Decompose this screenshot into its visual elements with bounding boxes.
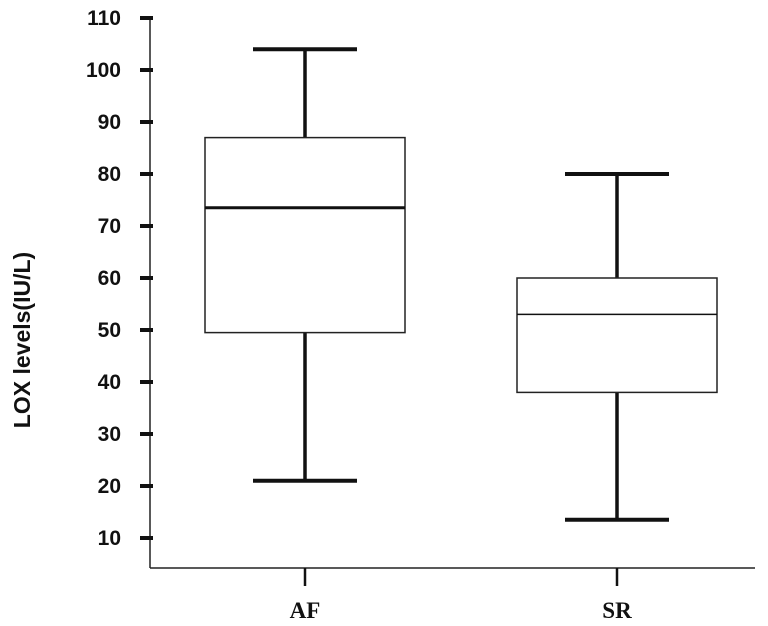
y-axis-title: LOX levels(IU/L) bbox=[9, 252, 35, 428]
y-tick-label: 60 bbox=[98, 267, 121, 290]
y-tick-label: 20 bbox=[98, 475, 121, 498]
y-tick-label: 10 bbox=[98, 527, 121, 550]
box-af bbox=[204, 47, 406, 483]
y-tick-label: 100 bbox=[86, 59, 121, 82]
y-tick-label: 40 bbox=[98, 371, 121, 394]
iqr-box bbox=[204, 136, 406, 334]
y-tick-label: 70 bbox=[98, 215, 121, 238]
axes bbox=[149, 16, 755, 569]
y-ticks: 10 20 30 40 50 60 70 80 90 100 110 bbox=[86, 7, 153, 550]
y-tick-label: 30 bbox=[98, 423, 121, 446]
x-tick-label-sr: SR bbox=[602, 598, 632, 623]
y-tick-label: 110 bbox=[87, 7, 121, 30]
iqr-box bbox=[516, 277, 718, 394]
x-tick-label-af: AF bbox=[290, 598, 321, 623]
y-tick-label: 80 bbox=[98, 163, 121, 186]
boxes bbox=[204, 47, 718, 522]
x-ticks: AF SR bbox=[290, 568, 632, 623]
box-sr bbox=[516, 172, 718, 522]
y-tick-label: 50 bbox=[98, 319, 121, 342]
y-tick-label: 90 bbox=[98, 111, 121, 134]
